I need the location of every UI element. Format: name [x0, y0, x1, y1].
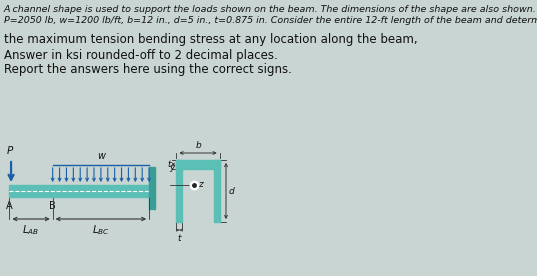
Text: $L_{AB}$: $L_{AB}$ — [23, 223, 40, 237]
Text: Report the answers here using the correct signs.: Report the answers here using the correc… — [4, 63, 292, 76]
Text: the maximum tension bending stress at any location along the beam,: the maximum tension bending stress at an… — [4, 33, 417, 46]
Text: y: y — [169, 163, 175, 172]
Text: P: P — [6, 146, 12, 156]
Text: A channel shape is used to support the loads shown on the beam. The dimensions o: A channel shape is used to support the l… — [4, 5, 537, 14]
Bar — [177, 160, 182, 222]
Text: w: w — [97, 151, 105, 161]
Text: $L_{BC}$: $L_{BC}$ — [92, 223, 110, 237]
Text: t: t — [168, 160, 171, 169]
Text: C: C — [149, 201, 156, 211]
Bar — [10, 185, 149, 197]
Bar — [177, 160, 220, 169]
Text: b: b — [195, 141, 201, 150]
Text: t: t — [178, 234, 181, 243]
Bar — [149, 167, 155, 209]
Text: z: z — [198, 180, 202, 189]
Bar — [214, 160, 220, 222]
Text: B: B — [49, 201, 56, 211]
Text: Answer in ksi rounded-off to 2 decimal places.: Answer in ksi rounded-off to 2 decimal p… — [4, 49, 278, 62]
Text: d: d — [228, 187, 234, 195]
Text: P=2050 lb, w=1200 lb/ft, b=12 in., d=5 in., t=0.875 in. Consider the entire 12-f: P=2050 lb, w=1200 lb/ft, b=12 in., d=5 i… — [4, 16, 537, 25]
Text: A: A — [6, 201, 13, 211]
